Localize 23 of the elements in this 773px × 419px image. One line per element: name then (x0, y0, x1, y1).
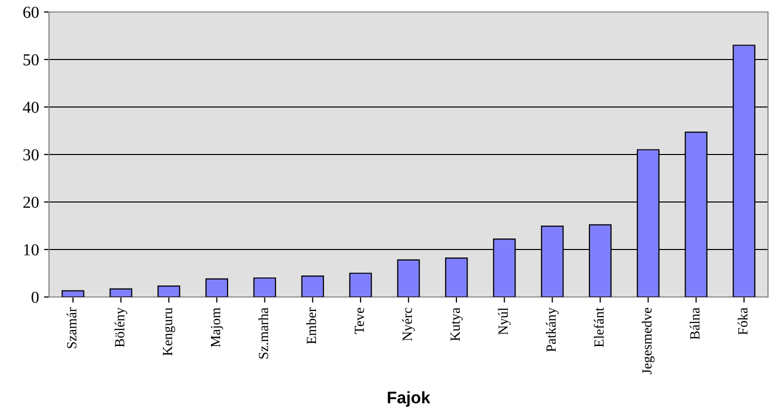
x-tick-label: Majom (210, 308, 224, 348)
x-axis-title: Fajok (388, 391, 430, 407)
x-tick-label: Nyérc (402, 308, 415, 341)
x-tick-label: Jegesmedve (642, 308, 654, 374)
x-tick-label: Bálna (690, 308, 700, 340)
y-tick-label: 30 (23, 149, 39, 160)
y-tick-label: 0 (32, 292, 39, 303)
x-tick-label: Elefánt (594, 307, 604, 348)
x-tick-label: Szamár (66, 308, 76, 348)
y-tick-label: 50 (24, 54, 39, 66)
x-tick-label: Fóka (738, 308, 748, 335)
x-tick-label: Ember (306, 308, 316, 344)
y-tick-label: 10 (24, 244, 39, 256)
y-tick-label: 40 (22, 102, 39, 113)
x-tick-label: Nyúl (498, 308, 511, 335)
y-tick-label: 60 (23, 6, 39, 18)
x-tick-label: Kenguru (163, 308, 176, 356)
x-tick-label: Bölény (114, 307, 128, 348)
x-tick-label: Kutya (450, 308, 463, 341)
x-tick-label: Patkány (546, 307, 559, 352)
x-tick-label: Teve (354, 308, 364, 334)
x-tick-label: Sz.marha (258, 308, 268, 359)
y-tick-label: 20 (23, 196, 39, 208)
